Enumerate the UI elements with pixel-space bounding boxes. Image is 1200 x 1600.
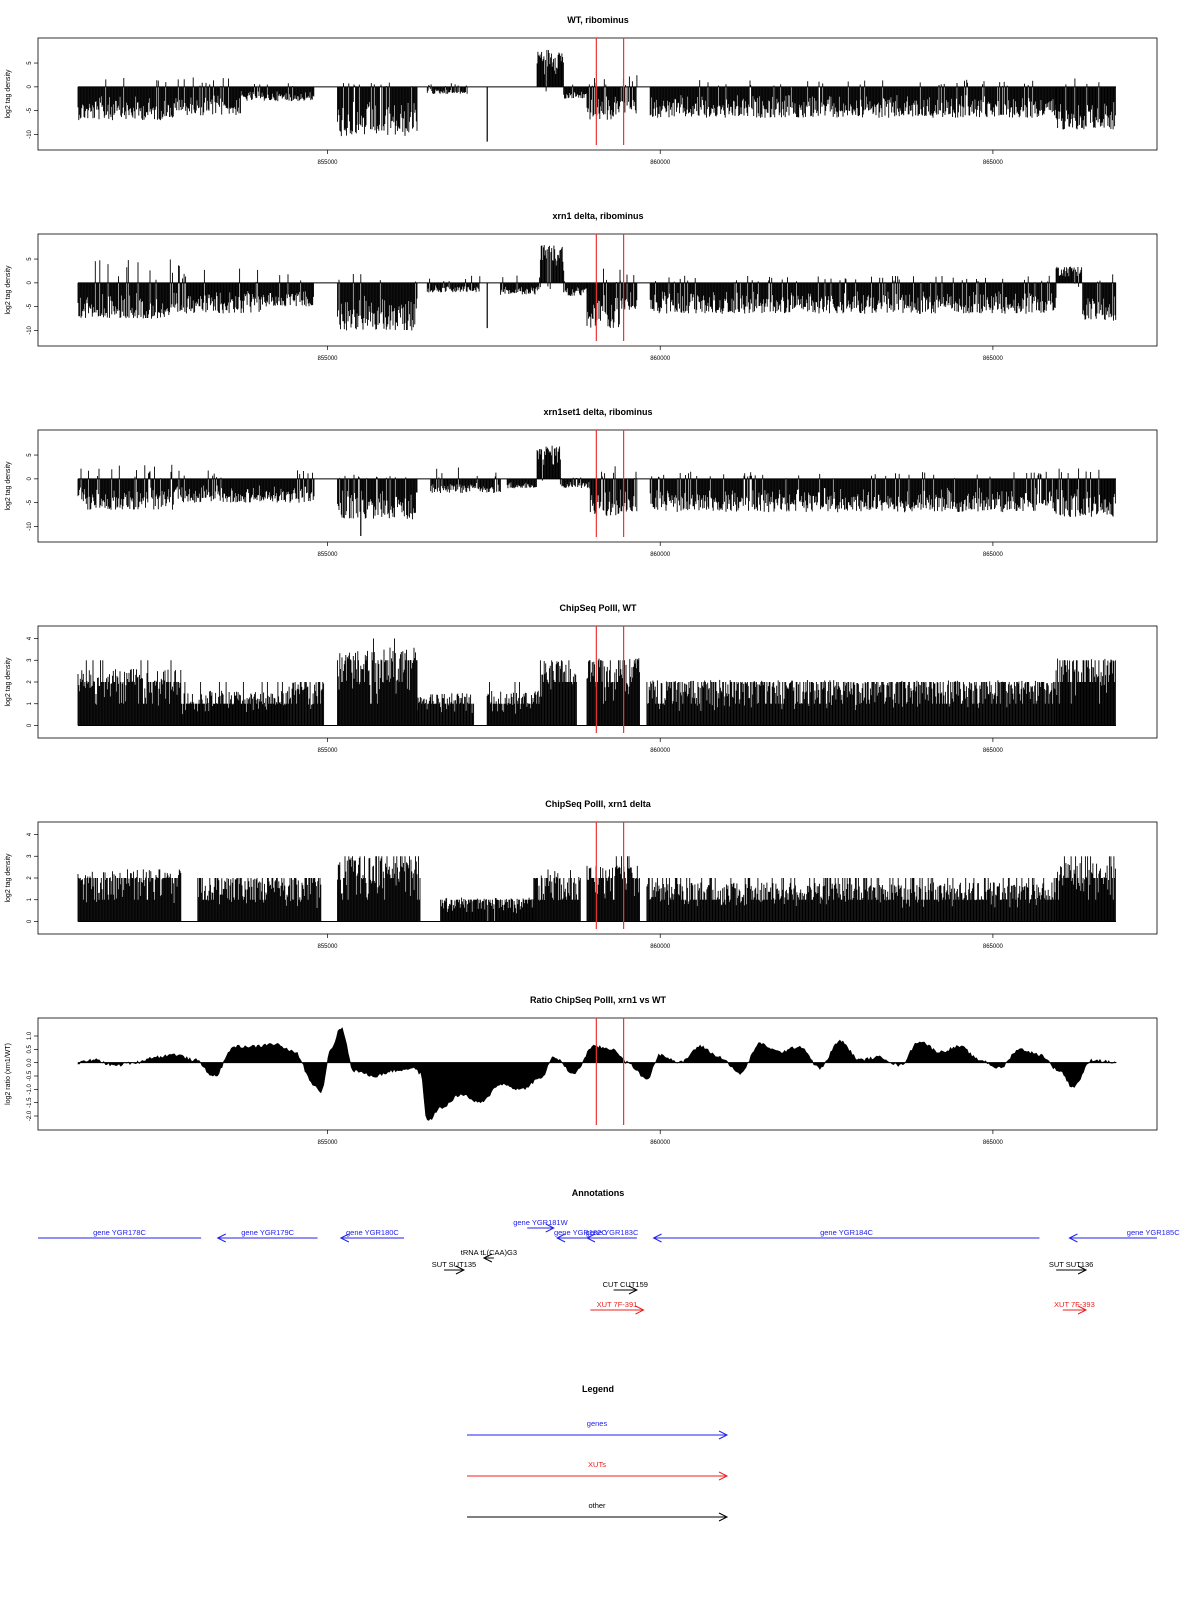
- x-tick-label: 855000: [318, 160, 339, 166]
- x-tick-label: 865000: [983, 160, 1004, 166]
- x-tick-label: 855000: [318, 748, 339, 754]
- y-tick-label: -5: [27, 499, 33, 505]
- y-axis-label: log2 tag density: [5, 265, 12, 315]
- y-tick-label: 2: [27, 680, 33, 684]
- x-tick-label: 865000: [983, 356, 1004, 362]
- plot-frame: [37, 233, 1158, 347]
- y-tick-label: 5: [27, 453, 33, 457]
- x-tick-label: 860000: [650, 552, 671, 558]
- x-tick-label: 865000: [983, 552, 1004, 558]
- signal-bars: [77, 49, 1116, 137]
- panel-4: ChipSeq PolII, WT log2 tag density 0 1 2 3 4 85…: [5, 603, 1158, 754]
- x-tick-label: 855000: [318, 356, 339, 362]
- y-tick-label: 1: [27, 701, 33, 705]
- track-panels: WT, ribominus log2 tag density -10 -5 0 5 8550…: [5, 15, 1158, 1146]
- panel-title: ChipSeq PolII, WT: [560, 603, 637, 613]
- y-tick-label: 5: [27, 61, 33, 65]
- panel-3: xrn1set1 delta, ribominus log2 tag densit…: [5, 407, 1158, 558]
- plot-frame: [37, 37, 1158, 151]
- x-tick-label: 865000: [983, 748, 1004, 754]
- x-tick-label: 860000: [650, 356, 671, 362]
- y-tick-label: -10: [27, 129, 33, 138]
- panel-1: WT, ribominus log2 tag density -10 -5 0 5 8550…: [5, 15, 1158, 166]
- y-axis-label: log2 tag density: [5, 461, 12, 511]
- y-tick-label: 0: [27, 477, 33, 481]
- y-tick-label: 5: [27, 257, 33, 261]
- panel-title: WT, ribominus: [567, 15, 629, 25]
- panel-2: xrn1 delta, ribominus log2 tag density -10…: [5, 211, 1158, 362]
- panel-title: xrn1set1 delta, ribominus: [543, 407, 652, 417]
- panel-title: xrn1 delta, ribominus: [552, 211, 643, 221]
- y-tick-label: 0: [27, 281, 33, 285]
- y-tick-label: 0: [27, 723, 33, 727]
- y-tick-label: -10: [27, 521, 33, 530]
- y-tick-label: 4: [27, 636, 33, 640]
- y-tick-label: -5: [27, 107, 33, 113]
- x-tick-label: 860000: [650, 748, 671, 754]
- x-tick-label: 855000: [318, 552, 339, 558]
- y-axis-label: log2 tag density: [5, 69, 12, 119]
- x-tick-label: 860000: [650, 160, 671, 166]
- plot-frame: [37, 429, 1158, 543]
- y-axis-label: log2 tag density: [5, 657, 12, 707]
- signal-bars: [77, 245, 1117, 331]
- y-tick-label: -10: [27, 325, 33, 334]
- y-tick-label: 0: [27, 85, 33, 89]
- signal-bars: [77, 445, 1116, 520]
- y-tick-label: 3: [27, 658, 33, 662]
- y-tick-label: -5: [27, 303, 33, 309]
- signal-bars: [77, 638, 1116, 726]
